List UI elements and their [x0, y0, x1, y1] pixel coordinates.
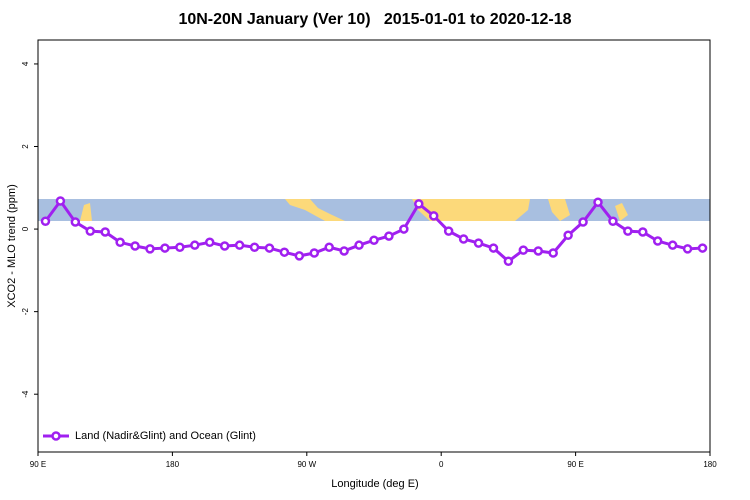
legend-label: Land (Nadir&Glint) and Ocean (Glint) [75, 430, 256, 442]
y-tick-label: 2 [21, 144, 30, 149]
x-tick-label: 90 W [297, 460, 316, 469]
data-point [145, 244, 155, 254]
data-point [443, 226, 454, 236]
y-tick-label: -4 [21, 390, 30, 398]
data-point [279, 247, 290, 257]
data-point [697, 243, 708, 253]
data-point [414, 199, 424, 209]
data-point [667, 240, 678, 250]
data-point [623, 226, 633, 236]
data-point [190, 240, 200, 250]
data-point [264, 243, 275, 253]
y-axis-label: XCO2 - MLO trend (ppm) [6, 184, 18, 307]
x-tick-label: 90 E [30, 460, 46, 469]
data-point [85, 226, 96, 236]
data-point [160, 243, 170, 253]
data-point [548, 248, 558, 258]
data-point [533, 246, 544, 256]
data-point [399, 224, 409, 234]
data-point [115, 237, 125, 248]
y-tick-label: 0 [21, 226, 30, 231]
y-tick-label: -2 [21, 308, 30, 316]
map-strip [38, 199, 710, 221]
data-point [249, 242, 260, 252]
data-point [219, 241, 230, 251]
data-point [608, 216, 618, 226]
data-point [369, 235, 379, 245]
x-tick-label: 180 [166, 460, 180, 469]
data-point [578, 217, 588, 227]
data-point [204, 237, 215, 248]
y-tick-label: 4 [21, 61, 30, 66]
data-point [100, 227, 110, 237]
data-point [70, 217, 81, 227]
data-point [652, 236, 663, 246]
data-point [563, 230, 573, 241]
data-point [294, 251, 305, 261]
data-point [503, 256, 514, 267]
data-point [384, 231, 394, 241]
data-point [354, 240, 364, 250]
data-point [428, 211, 439, 221]
data-point [130, 241, 140, 251]
data-point [234, 240, 245, 250]
data-point [682, 244, 693, 254]
x-tick-label: 180 [703, 460, 717, 469]
data-point [40, 216, 51, 226]
data-point [339, 246, 349, 256]
data-point [488, 243, 499, 253]
chart-title: 10N-20N January (Ver 10) 2015-01-01 to 2… [178, 11, 571, 28]
x-axis-label: Longitude (deg E) [331, 478, 418, 490]
plot-frame [37, 39, 711, 453]
data-point [638, 227, 648, 237]
x-tick-label: 90 E [567, 460, 583, 469]
data-point [518, 245, 529, 255]
legend-marker [51, 431, 61, 441]
data-point [324, 242, 334, 252]
data-point [309, 248, 320, 258]
x-tick-label: 0 [439, 460, 444, 469]
data-point [55, 196, 66, 206]
data-point [473, 238, 484, 248]
data-point [175, 242, 185, 252]
data-point [458, 234, 469, 244]
data-point [593, 197, 603, 207]
